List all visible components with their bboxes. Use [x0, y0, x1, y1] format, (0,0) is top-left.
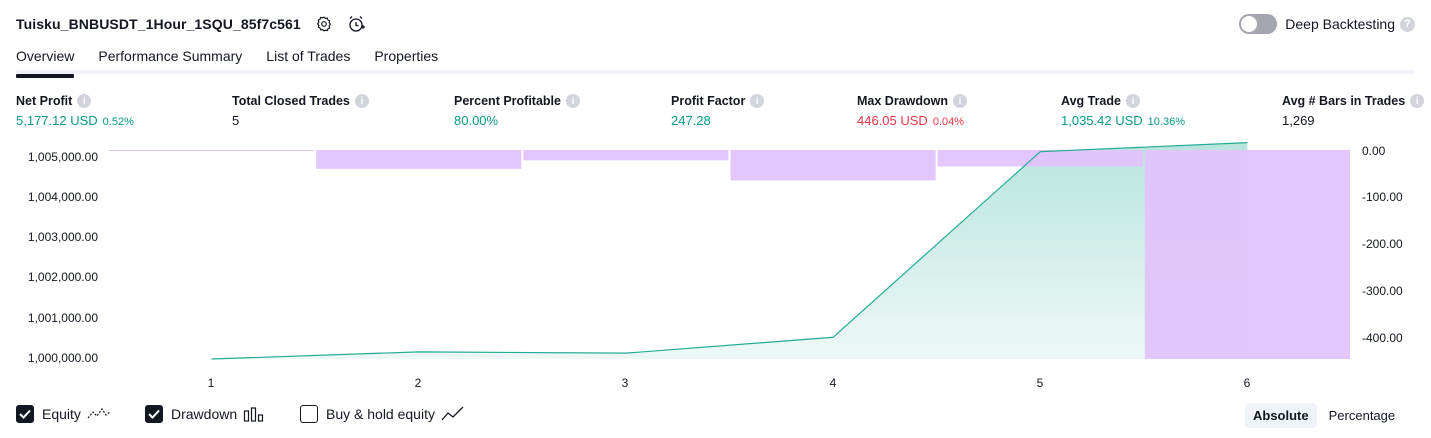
info-icon[interactable]: i — [750, 94, 765, 108]
strategy-header: Tuisku_BNBUSDT_1Hour_1SQU_85f7c561 — [16, 12, 367, 36]
metric-percent: 0.52% — [102, 116, 134, 128]
metric-profit-factor: Profit Factor i 247.28 — [671, 93, 765, 128]
tab-list-of-trades[interactable]: List of Trades — [266, 48, 351, 64]
view-toggle: Absolute Percentage — [1245, 402, 1403, 428]
y-left-tick: 1,003,000.00 — [27, 230, 98, 244]
metric-value: 1,035.42 USD — [1061, 113, 1143, 128]
y-left-tick: 1,001,000.00 — [27, 311, 98, 325]
equity-area — [211, 142, 1248, 359]
x-tick: 2 — [414, 376, 422, 390]
metric-label: Max Drawdown — [857, 94, 948, 108]
metric-label: Net Profit — [16, 94, 73, 108]
equity-checkbox[interactable] — [16, 405, 34, 423]
legend-buy-hold[interactable]: Buy & hold equity — [300, 404, 465, 424]
metric-net-profit: Net Profit i 5,177.12 USD 0.52% — [16, 93, 134, 128]
y-left-tick: 1,000,000.00 — [27, 351, 98, 365]
deep-backtesting-control: Deep Backtesting ? — [1239, 12, 1415, 36]
legend-label: Buy & hold equity — [326, 406, 435, 422]
x-tick: 5 — [1036, 376, 1044, 390]
x-tick: 4 — [829, 376, 837, 390]
drawdown-bar — [316, 150, 522, 169]
metric-percent: 0.04% — [932, 116, 965, 128]
y-left-tick: 1,002,000.00 — [27, 270, 98, 284]
tab-performance-summary[interactable]: Performance Summary — [98, 48, 243, 64]
metric-percent: 10.36% — [1147, 116, 1185, 128]
metric-value: 247.28 — [671, 113, 711, 128]
settings-icon[interactable] — [313, 13, 335, 35]
x-tick: 6 — [1243, 376, 1251, 390]
metric-avg-bars: Avg # Bars in Trades i 1,269 — [1282, 93, 1425, 128]
info-icon[interactable]: i — [953, 94, 967, 108]
metric-value: 5 — [232, 113, 240, 128]
legend-equity[interactable]: Equity — [16, 404, 111, 424]
buy-hold-checkbox[interactable] — [300, 405, 318, 423]
metric-label: Percent Profitable — [454, 94, 561, 108]
x-tick: 1 — [207, 376, 215, 390]
report-tabs: Overview Performance Summary List of Tra… — [16, 46, 1415, 78]
strategy-title: Tuisku_BNBUSDT_1Hour_1SQU_85f7c561 — [16, 16, 301, 32]
absolute-button[interactable]: Absolute — [1245, 402, 1317, 428]
help-icon[interactable]: ? — [1400, 16, 1415, 32]
info-icon[interactable]: i — [354, 94, 369, 108]
metric-label: Profit Factor — [671, 94, 746, 108]
equity-line — [211, 141, 1248, 360]
add-alert-icon[interactable] — [345, 13, 367, 35]
drawdown-bar — [523, 150, 729, 161]
buy-hold-line-icon — [441, 406, 465, 422]
metric-max-drawdown: Max Drawdown i 446.05 USD 0.04% — [857, 93, 967, 128]
metric-value: 446.05 USD — [857, 113, 928, 128]
legend-drawdown[interactable]: Drawdown — [145, 404, 265, 424]
metric-label: Total Closed Trades — [232, 94, 350, 108]
metric-total-closed-trades: Total Closed Trades i 5 — [232, 93, 369, 128]
metric-value: 1,269 — [1282, 113, 1315, 128]
metric-avg-trade: Avg Trade i 1,035.42 USD 10.36% — [1061, 93, 1185, 128]
drawdown-checkbox[interactable] — [145, 405, 163, 423]
equity-line-icon — [87, 406, 111, 422]
drawdown-bar — [937, 150, 1143, 167]
tab-properties[interactable]: Properties — [374, 48, 439, 64]
metric-label: Avg # Bars in Trades — [1282, 94, 1406, 108]
legend-label: Drawdown — [171, 406, 238, 422]
metric-percent-profitable: Percent Profitable i 80.00% — [454, 93, 580, 128]
tab-overview[interactable]: Overview — [16, 46, 75, 78]
drawdown-bar — [109, 150, 315, 151]
metric-value: 80.00% — [454, 113, 499, 128]
drawdown-bar — [730, 150, 936, 181]
y-right-tick: -100.00 — [1362, 190, 1403, 204]
y-right-tick: -200.00 — [1362, 237, 1403, 251]
deep-backtesting-label: Deep Backtesting — [1285, 16, 1395, 32]
deep-backtesting-toggle[interactable] — [1239, 14, 1278, 34]
y-right-tick: 0.00 — [1362, 144, 1386, 158]
drawdown-bars-icon — [243, 406, 265, 422]
x-tick: 3 — [621, 376, 629, 390]
y-left-tick: 1,005,000.00 — [27, 150, 98, 164]
metric-value: 5,177.12 USD — [16, 113, 98, 128]
y-left-tick: 1,004,000.00 — [27, 190, 98, 204]
info-icon[interactable]: i — [1410, 94, 1425, 108]
metric-label: Avg Trade — [1061, 94, 1121, 108]
info-icon[interactable]: i — [565, 94, 580, 108]
percentage-button[interactable]: Percentage — [1328, 407, 1396, 423]
drawdown-bar — [1144, 150, 1350, 359]
y-right-tick: -300.00 — [1362, 284, 1403, 298]
y-right-tick: -400.00 — [1362, 331, 1403, 345]
info-icon[interactable]: i — [77, 94, 92, 108]
info-icon[interactable]: i — [1125, 94, 1140, 108]
legend-label: Equity — [42, 406, 81, 422]
